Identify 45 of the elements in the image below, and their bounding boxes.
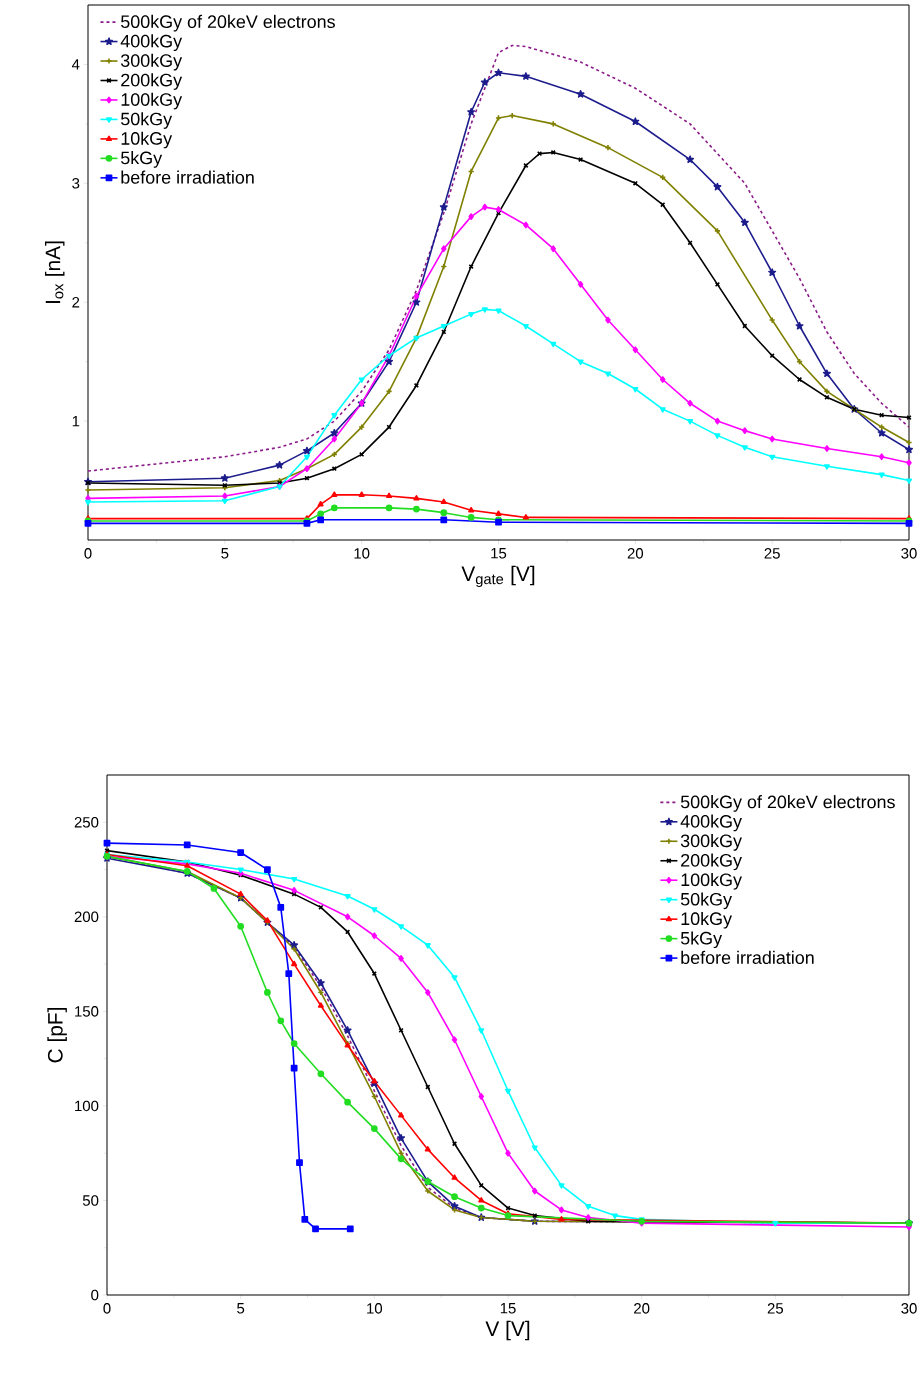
legend-label: 50kGy bbox=[121, 112, 173, 129]
legend-label: 10kGy bbox=[681, 911, 732, 929]
legend-label: 200kGy bbox=[681, 853, 742, 871]
y-axis-title: I$_{ox}$ [nA] bbox=[44, 241, 65, 303]
legend-label: 400kGy bbox=[680, 814, 742, 832]
x-axis-title: V$_{gate}$ [V] bbox=[461, 565, 535, 588]
legend-label: 100kGy bbox=[121, 92, 183, 110]
y-tick-label: 0 bbox=[91, 1289, 99, 1301]
y-tick-label: 2 bbox=[72, 297, 80, 308]
legend-label: 300kGy bbox=[680, 834, 742, 851]
y-tick-label: 1 bbox=[72, 415, 80, 427]
legend-label: 100kGy bbox=[681, 872, 742, 890]
legend-label: 50kGy bbox=[680, 892, 732, 910]
y-axis-title: C [pF] bbox=[47, 1008, 67, 1063]
x-tick-label: 30 bbox=[901, 548, 917, 559]
legend-label: before irradiation bbox=[121, 170, 254, 184]
legend-label: 5kGy bbox=[680, 931, 723, 949]
y-tick-label: 4 bbox=[71, 59, 80, 70]
legend-label: 10kGy bbox=[121, 131, 173, 149]
y-tick-label: 150 bbox=[75, 1006, 99, 1017]
y-tick-label: 3 bbox=[72, 178, 80, 189]
x-tick-label: 25 bbox=[764, 548, 780, 559]
x-tick-label: 15 bbox=[500, 1303, 516, 1314]
legend-label: 400kGy bbox=[120, 34, 183, 52]
legend-label: 300kGy bbox=[120, 53, 183, 71]
x-tick-label: 0 bbox=[103, 1303, 111, 1314]
y-tick-label: 200 bbox=[74, 911, 99, 923]
x-tick-label: 10 bbox=[354, 548, 370, 559]
legend-label: 500kGy of 20keV electrons bbox=[121, 14, 335, 32]
x-tick-label: 15 bbox=[491, 548, 507, 559]
x-tick-label: 25 bbox=[767, 1303, 784, 1314]
x-tick-label: 30 bbox=[901, 1303, 917, 1314]
legend-label: 200kGy bbox=[121, 73, 183, 90]
legend-label: before irradiation bbox=[681, 950, 814, 965]
x-tick-label: 20 bbox=[627, 548, 644, 559]
x-tick-label: 5 bbox=[237, 1303, 245, 1314]
y-tick-label: 250 bbox=[74, 816, 99, 828]
legend-label: 500kGy of 20keV electrons bbox=[680, 795, 895, 812]
x-tick-label: 5 bbox=[221, 548, 229, 559]
legend-label: 5kGy bbox=[121, 151, 163, 168]
y-tick-label: 100 bbox=[75, 1100, 99, 1112]
y-tick-label: 50 bbox=[82, 1195, 99, 1206]
x-tick-label: 20 bbox=[634, 1303, 650, 1314]
x-axis-title: V [V] bbox=[485, 1320, 530, 1341]
x-tick-label: 10 bbox=[367, 1303, 383, 1314]
